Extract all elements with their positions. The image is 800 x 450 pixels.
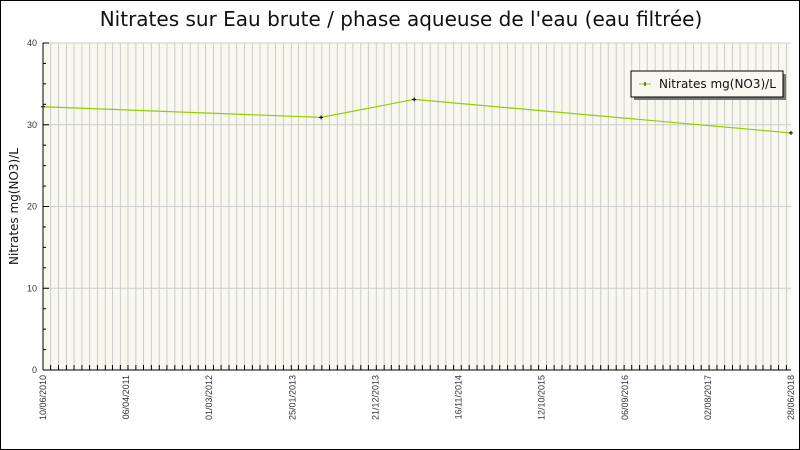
- x-tick-label: 01/03/2012: [204, 375, 214, 420]
- x-tick-label: 06/04/2011: [121, 375, 131, 419]
- legend-box: [630, 70, 784, 98]
- x-tick-label: 10/06/2010: [38, 375, 48, 420]
- y-axis-label: Nitrates mg(NO3)/L: [7, 148, 21, 265]
- legend: Nitrates mg(NO3)/L: [630, 70, 786, 100]
- chart-title: Nitrates sur Eau brute / phase aqueuse d…: [99, 7, 703, 31]
- x-tick-label: 06/09/2016: [620, 375, 630, 420]
- data-point: [41, 104, 45, 109]
- y-tick-label: 20: [27, 202, 37, 212]
- x-tick-label: 16/11/2014: [454, 375, 464, 419]
- data-point: [789, 130, 793, 135]
- y-tick-label: 30: [27, 120, 37, 130]
- y-tick-label: 0: [32, 365, 37, 375]
- y-tick-label: 40: [27, 38, 37, 48]
- x-tick-label: 28/06/2018: [786, 375, 796, 420]
- x-tick-label: 21/12/2013: [370, 375, 380, 420]
- data-point: [412, 97, 417, 102]
- x-tick-label: 12/10/2015: [537, 375, 547, 420]
- y-tick-label: 10: [27, 283, 37, 293]
- x-tick-label: 25/01/2013: [287, 375, 297, 420]
- data-point: [319, 115, 324, 120]
- x-tick-label: 02/08/2017: [703, 375, 713, 420]
- legend-label: Nitrates mg(NO3)/L: [659, 77, 776, 91]
- series-line: [42, 98, 792, 134]
